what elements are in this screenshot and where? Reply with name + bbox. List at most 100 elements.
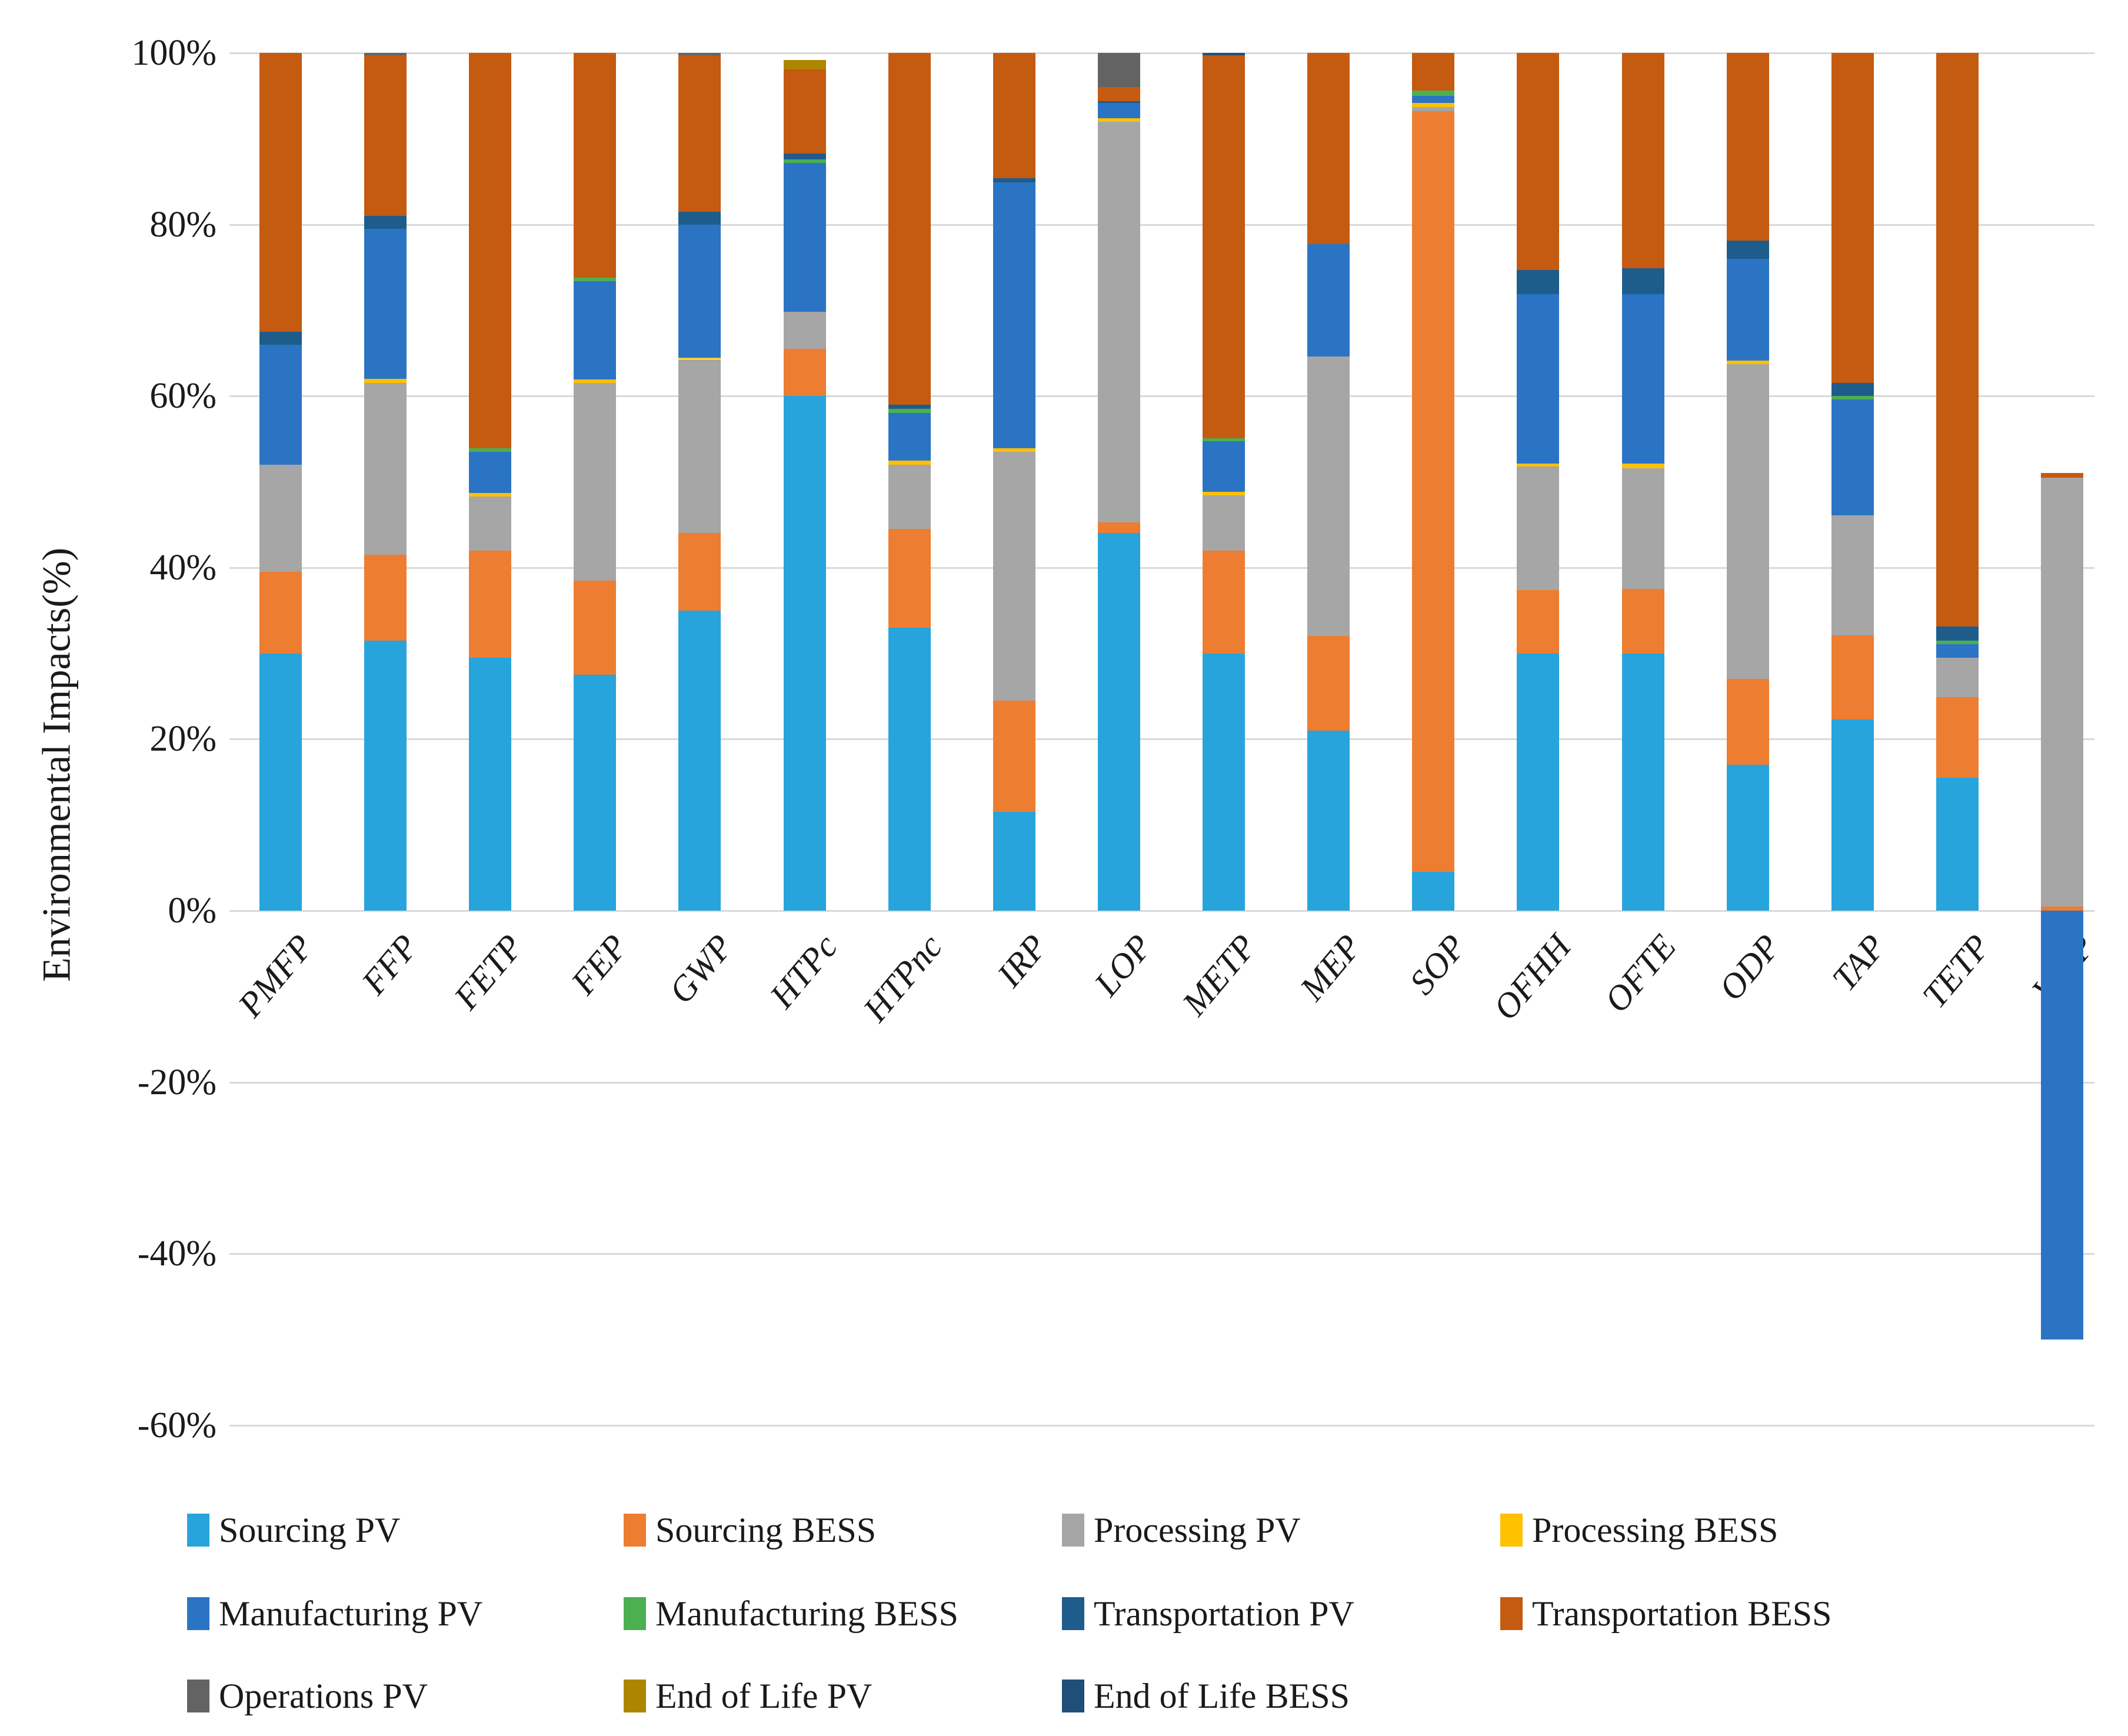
bar-segment [783,153,826,159]
bar-segment [1307,730,1350,911]
bar-segment [574,379,617,384]
bar-segment [364,379,407,384]
bar-segment [1203,653,1246,911]
bar-segment [1831,399,1874,515]
legend-item: Transportation PV [1062,1593,1354,1634]
bar-segment [1726,765,1769,911]
bar-segment [1831,515,1874,635]
bar-segment [1936,640,1979,644]
bar-segment [1831,53,1874,384]
bar-segment [469,448,512,452]
bar-segment [678,533,721,611]
bar-segment [993,178,1035,183]
bar-segment [1726,679,1769,765]
bar-segment [783,59,826,69]
bar-segment [783,349,826,396]
bar-segment [1097,121,1140,522]
legend-swatch [187,1597,209,1630]
bar-segment [1621,589,1664,654]
legend-label: Processing BESS [1532,1511,1779,1550]
bar-segment [1726,361,1769,365]
legend-label: Transportation BESS [1532,1594,1832,1633]
bar-segment [1517,589,1560,654]
bar-segment [1517,269,1560,294]
legend-item: Processing PV [1062,1510,1301,1551]
bar-segment [1621,468,1664,589]
bar-segment [1203,438,1246,442]
bar-segment [1412,95,1455,103]
bar-segment [783,162,826,312]
bar-segment [1412,872,1455,911]
legend-swatch [624,1680,646,1712]
legend-label: Processing PV [1094,1511,1301,1550]
gridline [229,1424,2094,1427]
x-axis-label: WCP [0,927,2102,1009]
legend-label: Operations PV [219,1677,428,1715]
bar-segment [1831,719,1874,911]
legend-label: End of Life PV [655,1677,872,1715]
bar-segment [259,572,302,654]
y-tick-label: 80% [149,204,217,245]
bar-segment [1307,53,1350,245]
y-tick-label: -40% [137,1234,217,1274]
gridline [229,1081,2094,1084]
bar-segment [574,53,617,278]
bar-segment [574,383,617,581]
bar-segment [1621,294,1664,464]
bar-segment [364,216,407,229]
bar-segment [1412,106,1455,112]
bar-segment [1621,268,1664,294]
y-tick-label: 40% [149,547,217,588]
bar-segment [259,464,302,572]
bar-segment [1726,241,1769,259]
bar-segment [993,53,1035,178]
gridline [229,738,2094,741]
gridline [229,910,2094,912]
bar-segment [1831,635,1874,719]
bar-segment [678,55,721,212]
legend-label: Sourcing BESS [655,1511,877,1550]
legend-swatch [1062,1597,1084,1630]
bar-segment [678,357,721,359]
bar-segment [888,529,931,628]
bar-segment [1097,522,1140,534]
bar-segment [2041,473,2084,478]
bar-segment [364,228,407,379]
legend-label: End of Life BESS [1094,1677,1350,1715]
bar-segment [1097,87,1140,101]
y-tick-label: 0% [168,891,217,931]
legend-label: Transportation PV [1094,1594,1354,1633]
bar-segment [1203,53,1246,56]
bar-segment [993,448,1035,452]
bar-segment [1936,697,1979,778]
bar-segment [469,492,512,497]
bar-segment [1307,244,1350,357]
gridline [229,52,2094,54]
bar-segment [1412,111,1455,872]
legend-item: Sourcing BESS [624,1510,876,1551]
bar-segment [678,610,721,911]
bar-segment [1097,102,1140,118]
bar-segment [1726,258,1769,361]
bar-segment [1936,644,1979,658]
legend-swatch [624,1597,646,1630]
bar-segment [888,464,931,529]
bar-segment [678,359,721,534]
bar-segment [783,312,826,349]
bar-segment [1621,464,1664,468]
bar-segment [364,554,407,641]
bar-segment [783,159,826,163]
y-tick-label: -20% [137,1062,217,1102]
bar-segment [888,404,931,409]
bar-segment [1831,383,1874,396]
bar-segment [469,451,512,493]
bar-segment [259,653,302,911]
bar-segment [574,281,617,380]
legend-item: Transportation BESS [1500,1593,1832,1634]
bar-segment [469,657,512,911]
bar-segment [888,409,931,414]
gridline [229,1253,2094,1255]
bar-segment [678,211,721,225]
bar-segment [1412,53,1455,91]
